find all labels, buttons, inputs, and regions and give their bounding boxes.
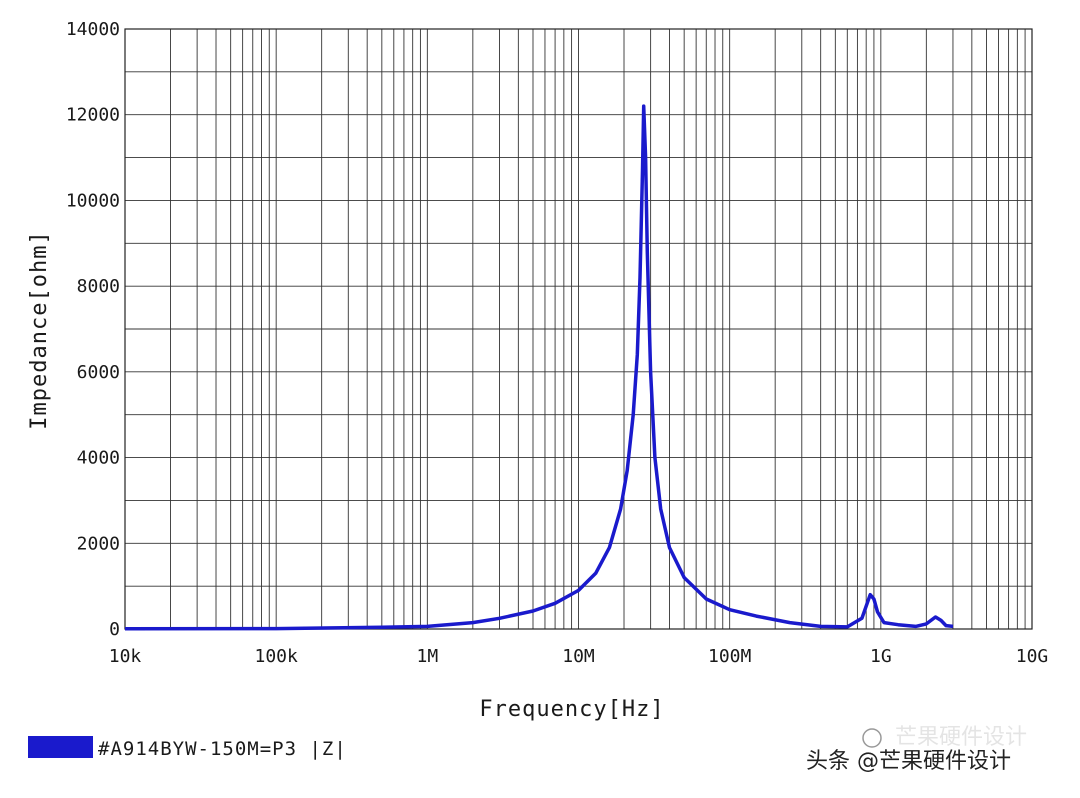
x-tick-label: 10k <box>109 646 142 667</box>
y-tick-label: 10000 <box>66 190 120 211</box>
x-tick-label: 10G <box>1016 646 1049 667</box>
y-tick-label: 8000 <box>77 276 120 297</box>
y-tick-label: 0 <box>109 619 120 640</box>
series-layer <box>124 104 954 631</box>
x-axis-title: Frequency[Hz] <box>479 697 664 722</box>
y-tick-label: 2000 <box>77 533 120 554</box>
x-tick-label: 100M <box>708 646 752 667</box>
y-tick-label: 4000 <box>77 448 120 469</box>
y-axis-title: Impedance[ohm] <box>27 230 52 429</box>
x-tick-label: 1G <box>870 646 892 667</box>
x-tick-label: 1M <box>416 646 438 667</box>
y-tick-labels: 0 2000 4000 6000 8000 10000 12000 14000 <box>66 19 120 640</box>
watermark-logo-icon <box>862 728 882 748</box>
grid-lines <box>124 28 1033 630</box>
plot-frame <box>124 28 1033 630</box>
x-tick-labels: 10k 100k 1M 10M 100M 1G 10G <box>109 646 1049 667</box>
y-tick-label: 12000 <box>66 105 120 126</box>
watermark-back-text: 芒果硬件设计 <box>895 725 1027 750</box>
x-tick-label: 10M <box>562 646 595 667</box>
legend-label: #A914BYW-150M=P3 |Z| <box>98 738 347 760</box>
x-tick-label: 100k <box>254 646 298 667</box>
legend-swatch <box>28 736 93 758</box>
legend: #A914BYW-150M=P3 |Z| <box>28 736 347 760</box>
watermark-text: 头条 @芒果硬件设计 <box>806 749 1011 774</box>
impedance-series-line <box>124 104 954 631</box>
y-tick-label: 14000 <box>66 19 120 40</box>
y-tick-label: 6000 <box>77 362 120 383</box>
watermark: 芒果硬件设计 头条 @芒果硬件设计 <box>806 725 1027 774</box>
